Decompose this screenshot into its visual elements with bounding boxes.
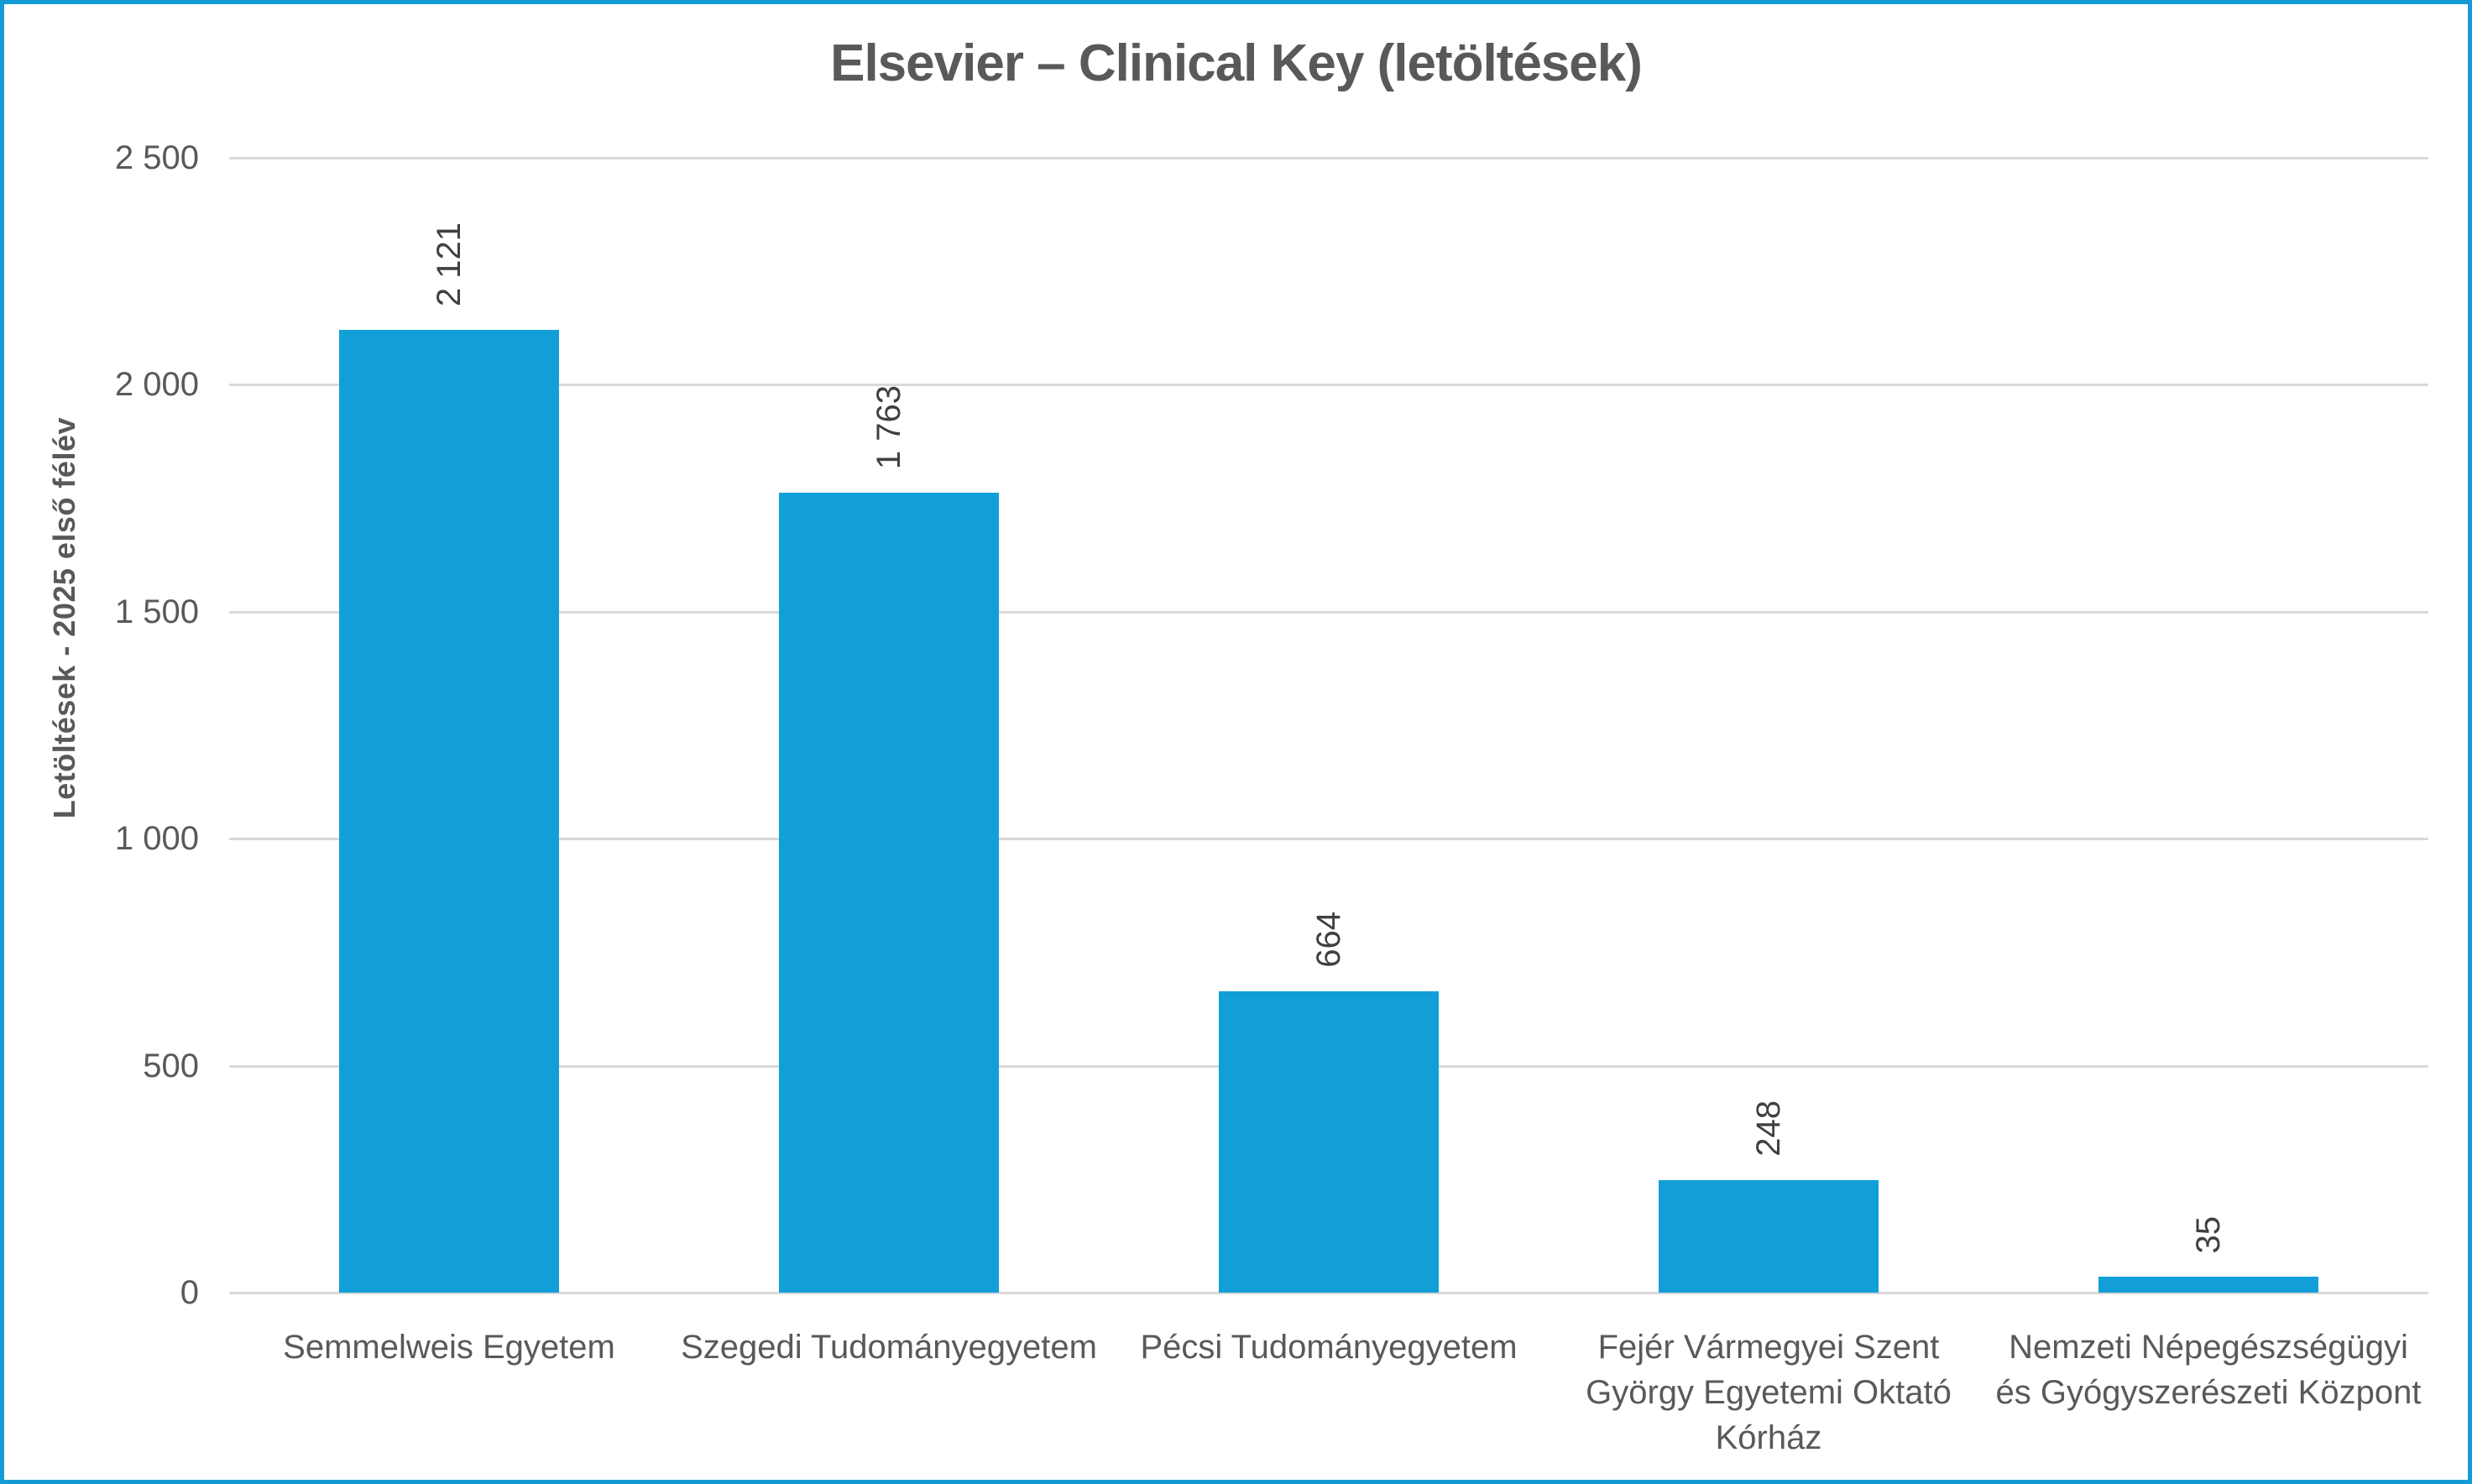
- chart-title: Elsevier – Clinical Key (letöltések): [830, 34, 1643, 92]
- category-label-line: és Gyógyszerészeti Központ: [1995, 1374, 2422, 1411]
- category-label: Fejér Vármegyei Szent György Egyetemi Okt…: [1517, 1325, 2020, 1460]
- category-label: Szegedi Tudományegyetem: [637, 1325, 1141, 1370]
- y-tick-label: 2 000: [114, 366, 199, 403]
- gridline: [229, 1292, 2428, 1294]
- bar: [339, 330, 559, 1293]
- category-label-line: Semmelweis Egyetem: [283, 1329, 615, 1366]
- bar-value-label: 664: [1310, 912, 1347, 968]
- bar: [779, 493, 999, 1293]
- gridline: [229, 838, 2428, 840]
- category-label-line: György Egyetemi Oktató: [1586, 1374, 1952, 1411]
- bar-value-label: 2 121: [431, 222, 468, 306]
- gridline: [229, 384, 2428, 386]
- category-label-line: Szegedi Tudományegyetem: [681, 1329, 1097, 1366]
- category-label: Nemzeti Népegészségügyi és Gyógyszerészet…: [1957, 1325, 2460, 1415]
- y-tick-label: 2 500: [114, 139, 199, 176]
- bar: [1659, 1180, 1879, 1293]
- category-label: Semmelweis Egyetem: [197, 1325, 701, 1370]
- y-tick-label: 0: [180, 1274, 199, 1311]
- y-tick-label: 500: [143, 1048, 199, 1084]
- bar-value-label: 35: [2190, 1215, 2227, 1254]
- y-tick-label: 1 000: [114, 820, 199, 857]
- category-label-line: Nemzeti Népegészségügyi: [2009, 1329, 2408, 1366]
- category-label: Pécsi Tudományegyetem: [1077, 1325, 1581, 1370]
- category-label-line: Pécsi Tudományegyetem: [1140, 1329, 1518, 1366]
- bar-value-label: 1 763: [870, 384, 907, 469]
- category-label-line: Fejér Vármegyei Szent: [1597, 1329, 1940, 1366]
- gridline: [229, 611, 2428, 614]
- category-label-line: Kórház: [1715, 1419, 1822, 1456]
- bar-value-label: 248: [1750, 1100, 1787, 1157]
- bar: [2098, 1277, 2318, 1293]
- bar: [1219, 991, 1439, 1293]
- y-tick-label: 1 500: [114, 593, 199, 630]
- gridline: [229, 157, 2428, 159]
